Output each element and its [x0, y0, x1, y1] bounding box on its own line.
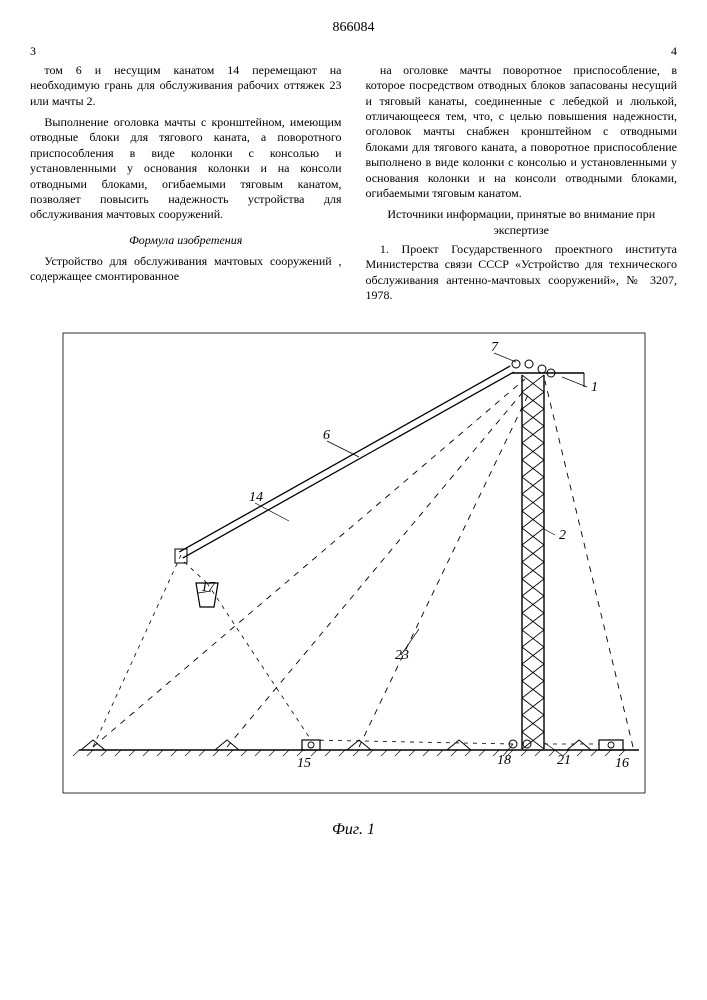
- svg-text:14: 14: [249, 490, 263, 505]
- edge-left: 3: [30, 44, 36, 59]
- svg-text:23: 23: [395, 648, 409, 663]
- figure-caption: Фиг. 1: [30, 821, 677, 839]
- sources-title: Источники информации, принятые во вниман…: [366, 207, 678, 238]
- figure: 126714151617182123 Фиг. 1: [30, 329, 677, 839]
- svg-text:21: 21: [557, 753, 571, 768]
- svg-text:2: 2: [559, 528, 566, 543]
- svg-text:17: 17: [201, 580, 216, 595]
- left-p3: Устройство для обслуживания мачтовых соо…: [30, 254, 342, 285]
- edge-numbers: 3 4: [30, 44, 677, 59]
- left-p1: том 6 и несущим канатом 14 перемещают на…: [30, 63, 342, 109]
- svg-text:15: 15: [297, 756, 311, 771]
- right-column: на оголовке мачты поворотное приспособле…: [366, 63, 678, 309]
- left-column: том 6 и несущим канатом 14 перемещают на…: [30, 63, 342, 309]
- svg-text:7: 7: [491, 340, 499, 355]
- right-p2: 1. Проект Государственного проектного ин…: [366, 242, 678, 303]
- formula-title: Формула изобретения: [30, 233, 342, 248]
- svg-text:1: 1: [591, 380, 598, 395]
- figure-svg: 126714151617182123: [59, 329, 649, 809]
- svg-text:6: 6: [323, 428, 330, 443]
- right-p1: на оголовке мачты поворотное приспособле…: [366, 63, 678, 201]
- svg-text:16: 16: [615, 756, 629, 771]
- left-p2: Выполнение оголовка мачты с кронштейном,…: [30, 115, 342, 223]
- doc-number: 866084: [30, 20, 677, 36]
- text-columns: том 6 и несущим канатом 14 перемещают на…: [30, 63, 677, 309]
- edge-right: 4: [671, 44, 677, 59]
